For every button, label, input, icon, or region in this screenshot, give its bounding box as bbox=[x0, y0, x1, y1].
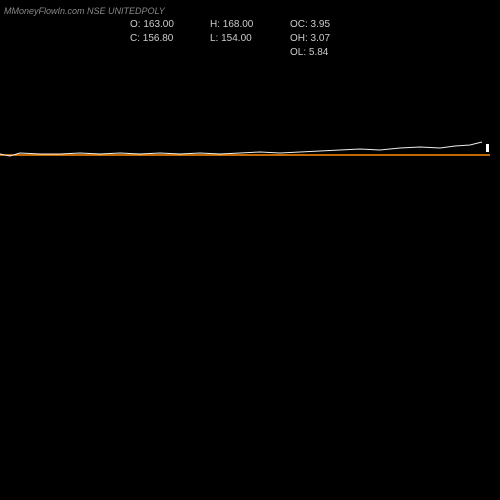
mid-gap bbox=[0, 170, 490, 285]
upper-price-chart bbox=[0, 0, 490, 170]
lower-candle-chart bbox=[0, 285, 490, 340]
